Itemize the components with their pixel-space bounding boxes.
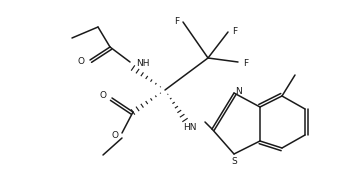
Text: HN: HN: [183, 122, 197, 132]
Text: O: O: [100, 92, 107, 101]
Text: O: O: [78, 57, 85, 66]
Text: F: F: [174, 18, 179, 26]
Text: N: N: [235, 86, 242, 96]
Text: NH: NH: [136, 58, 149, 68]
Text: F: F: [243, 60, 248, 69]
Text: O: O: [111, 132, 118, 140]
Text: S: S: [231, 156, 237, 165]
Text: F: F: [232, 27, 237, 37]
